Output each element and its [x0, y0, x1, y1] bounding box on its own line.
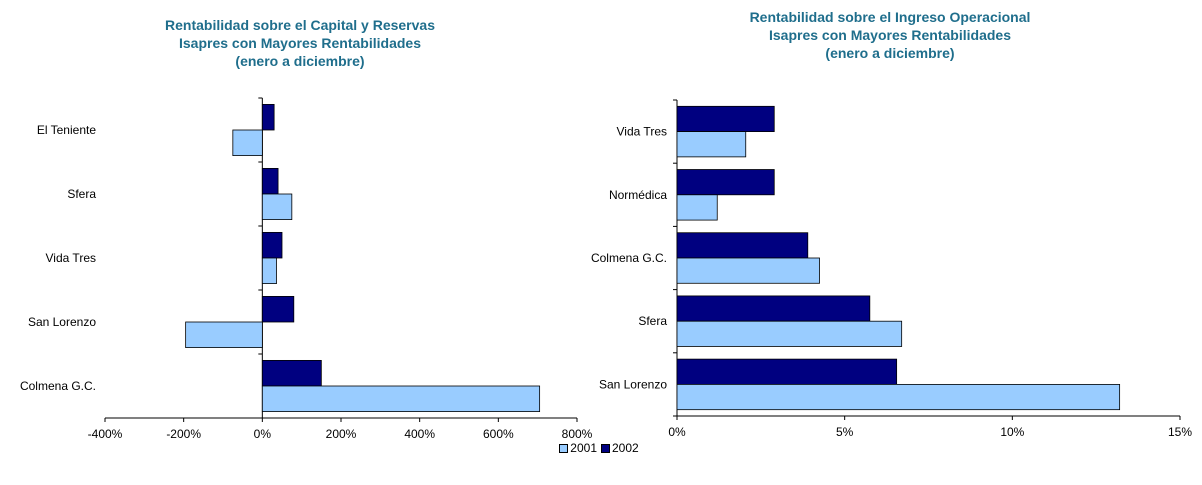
legend-item-2001: 2001 [559, 441, 601, 455]
x-tick-label: 0% [254, 427, 272, 440]
bar-2002-san-lorenzo [676, 358, 898, 385]
category-label-vida-tres: Vida Tres [46, 251, 96, 265]
category-label-colmena-g-c: Colmena G.C. [591, 251, 667, 265]
legend-swatch-2001 [559, 443, 569, 453]
bar-2001-colmena-g-c [676, 257, 820, 284]
bar-2002-normedica [676, 169, 775, 196]
x-tick-label: 600% [483, 427, 514, 440]
legend-swatch-2002 [601, 443, 610, 453]
bar-2002-colmena-g-c [676, 232, 809, 259]
bar-2002-el-teniente [261, 104, 275, 131]
category-label-san-lorenzo: San Lorenzo [28, 315, 96, 329]
x-tick-label: -200% [166, 427, 201, 440]
bar-2001-sfera [676, 320, 903, 347]
bar-2002-sfera [676, 295, 871, 322]
category-label-el-teniente: El Teniente [37, 123, 96, 137]
x-tick-label: -400% [88, 427, 123, 440]
category-label-sfera: Sfera [67, 187, 96, 201]
chart-left-plot: -400% -200% 0% 200% 400% 600% 800% El Teniente S… [20, 97, 593, 440]
bar-2002-colmena-g-c [261, 359, 322, 387]
x-tick-label: 5% [836, 425, 854, 439]
bar-2001-vida-tres [676, 131, 747, 158]
legend: 2001 2002 [0, 441, 1202, 455]
bar-2001-sfera [261, 193, 293, 221]
chart-title-right: Rentabilidad sobre el Ingreso Operaciona… [690, 8, 1090, 62]
chart-title-main: Rentabilidad sobre el Ingreso Operaciona… [749, 9, 1031, 25]
chart-subtitle-line-2: (enero a diciembre) [235, 53, 365, 69]
chart-subtitle-line-2: (enero a diciembre) [825, 45, 955, 61]
x-tick-label: 0% [668, 425, 686, 439]
bar-2002-vida-tres [676, 105, 775, 133]
chart-title-main: Rentabilidad sobre el Capital y Reservas [165, 17, 435, 33]
legend-item-2002: 2002 [601, 441, 643, 455]
x-tick-label: 400% [404, 427, 435, 440]
bar-2001-san-lorenzo [676, 383, 1121, 411]
chart-subtitle-line-1: Isapres con Mayores Rentabilidades [769, 27, 1011, 43]
x-tick-label: 200% [326, 427, 357, 440]
category-label-colmena-g-c: Colmena G.C. [20, 379, 96, 393]
bar-2001-colmena-g-c [261, 385, 541, 413]
bar-2001-vida-tres [261, 257, 277, 285]
x-tick-label: 15% [1168, 425, 1192, 439]
chart-right-plot: 0% 5% 10% 15% Vida Tres Normédica Colmena G.C.… [591, 99, 1192, 439]
category-label-normedica: Normédica [609, 188, 667, 202]
category-label-san-lorenzo: San Lorenzo [599, 377, 667, 391]
legend-label-2001: 2001 [570, 441, 597, 455]
category-label-sfera: Sfera [638, 314, 667, 328]
category-label-vida-tres: Vida Tres [617, 125, 667, 139]
bar-2002-san-lorenzo [261, 295, 295, 323]
chart-subtitle-line-1: Isapres con Mayores Rentabilidades [179, 35, 421, 51]
chart-title-left: Rentabilidad sobre el Capital y Reservas… [110, 16, 490, 70]
x-tick-label: 800% [562, 427, 593, 440]
bar-2001-san-lorenzo [185, 321, 263, 349]
legend-label-2002: 2002 [612, 441, 639, 455]
bar-2001-normedica [676, 194, 718, 221]
bar-2001-el-teniente [232, 129, 263, 157]
x-tick-label: 10% [1000, 425, 1024, 439]
